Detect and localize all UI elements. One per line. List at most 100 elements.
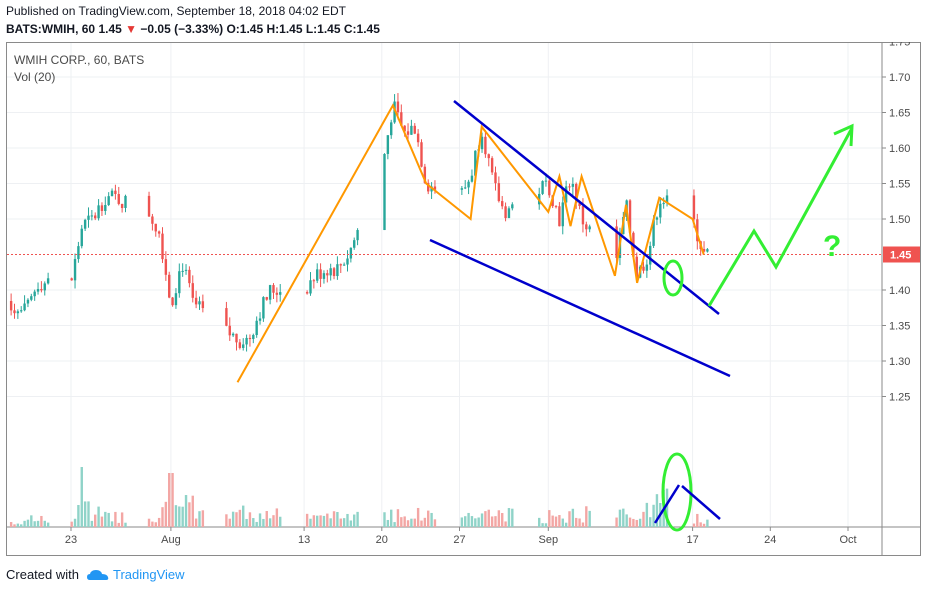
volume-bar bbox=[433, 519, 437, 527]
candle-body bbox=[339, 264, 342, 266]
footer: Created with TradingView bbox=[6, 567, 185, 582]
candle-body bbox=[393, 101, 396, 123]
volume-bar bbox=[692, 523, 696, 527]
candle-body bbox=[188, 269, 191, 284]
candle-body bbox=[305, 292, 309, 294]
volume-bar bbox=[36, 520, 40, 527]
volume-bar bbox=[393, 522, 396, 527]
volume-bar bbox=[23, 520, 26, 527]
volume-bar bbox=[581, 522, 585, 527]
volume-bar bbox=[117, 522, 120, 527]
volume-bar bbox=[558, 515, 561, 527]
candle-body bbox=[104, 204, 107, 211]
volume-bar bbox=[178, 506, 181, 527]
price-chart[interactable]: 1.75 1.70 1.65 1.60 1.55 1.50 1.40 1.35 1.30 1.25… bbox=[6, 42, 921, 556]
volume-line-down bbox=[681, 485, 721, 520]
candle-body bbox=[696, 219, 699, 242]
volume-bar bbox=[507, 508, 511, 527]
y-tick-label: 1.35 bbox=[889, 321, 910, 333]
candle-body bbox=[235, 333, 238, 343]
volume-bar bbox=[83, 501, 87, 527]
volume-bar bbox=[309, 518, 312, 527]
volume-bar bbox=[544, 523, 548, 527]
volume-bar bbox=[430, 512, 433, 527]
volume-line-up bbox=[653, 484, 681, 524]
price-label: 1.45 bbox=[890, 250, 911, 262]
candle-body bbox=[433, 186, 437, 190]
volume-bar bbox=[268, 518, 272, 527]
volume-bar bbox=[198, 511, 201, 527]
volume-bar bbox=[706, 519, 709, 527]
volume-bar bbox=[464, 516, 467, 527]
volume-bar bbox=[97, 506, 100, 527]
candle-body bbox=[390, 122, 393, 136]
volume-bar bbox=[154, 522, 157, 527]
volume-bar bbox=[188, 502, 191, 527]
candle-body bbox=[692, 195, 696, 220]
candle-body bbox=[480, 136, 484, 150]
candle-body bbox=[94, 215, 97, 219]
volume-bar bbox=[110, 521, 114, 527]
candle-body bbox=[332, 268, 336, 277]
candle-body bbox=[272, 285, 275, 293]
candle-body bbox=[588, 226, 591, 230]
volume-bar bbox=[652, 504, 655, 527]
candle-body bbox=[77, 246, 80, 260]
volume-bars bbox=[9, 467, 709, 527]
candle-body bbox=[201, 301, 205, 309]
volume-bar bbox=[322, 515, 326, 527]
volume-bar bbox=[470, 516, 474, 527]
candle-body bbox=[174, 293, 178, 306]
lower-trendline bbox=[429, 238, 731, 378]
volume-bar bbox=[255, 521, 258, 527]
candle-body bbox=[107, 196, 110, 205]
volume-bar bbox=[400, 517, 403, 527]
volume-bar bbox=[618, 509, 622, 527]
candle-body bbox=[43, 283, 46, 291]
volume-bar bbox=[628, 517, 632, 527]
volume-bar bbox=[649, 517, 652, 527]
volume-bar bbox=[696, 513, 699, 527]
candle-body bbox=[336, 264, 339, 277]
candle-body bbox=[262, 297, 265, 319]
volume-bar bbox=[262, 518, 265, 527]
volume-bar bbox=[258, 513, 262, 527]
y-tick-label: 1.60 bbox=[889, 143, 910, 155]
volume-bar bbox=[245, 518, 248, 527]
candle-body bbox=[494, 172, 497, 184]
volume-bar bbox=[460, 517, 464, 527]
volume-bar bbox=[316, 515, 319, 527]
volume-bar bbox=[151, 521, 154, 527]
candle-body bbox=[258, 318, 262, 321]
x-tick-label: 20 bbox=[376, 534, 388, 546]
y-tick-label: 1.70 bbox=[889, 72, 910, 84]
volume-bar bbox=[410, 518, 413, 527]
x-tick-label: Oct bbox=[839, 534, 856, 546]
tradingview-link[interactable]: TradingView bbox=[86, 567, 185, 582]
volume-bar bbox=[568, 511, 571, 527]
candle-body bbox=[467, 181, 470, 188]
candle-body bbox=[178, 271, 181, 294]
candle-body bbox=[124, 195, 127, 208]
y-tick-label: 1.50 bbox=[889, 214, 910, 226]
candle-body bbox=[184, 269, 188, 271]
volume-bar bbox=[26, 519, 30, 527]
candle-body bbox=[558, 206, 561, 227]
volume-bar bbox=[107, 512, 110, 527]
volume-bar bbox=[43, 520, 46, 527]
volume-bar bbox=[390, 509, 393, 527]
volume-bar bbox=[265, 511, 268, 527]
volume-bar bbox=[645, 502, 649, 527]
volume-bar bbox=[346, 513, 349, 527]
candle-body bbox=[242, 344, 245, 348]
volume-bar bbox=[635, 519, 638, 527]
candle-body bbox=[649, 245, 652, 265]
candle-body bbox=[13, 310, 16, 314]
candle-body bbox=[706, 249, 709, 252]
volume-bar bbox=[319, 515, 322, 527]
candle-body bbox=[40, 289, 43, 291]
candle-body bbox=[575, 183, 578, 204]
volume-bar bbox=[541, 523, 544, 527]
candle-body bbox=[386, 135, 390, 154]
projection-line bbox=[707, 127, 854, 307]
